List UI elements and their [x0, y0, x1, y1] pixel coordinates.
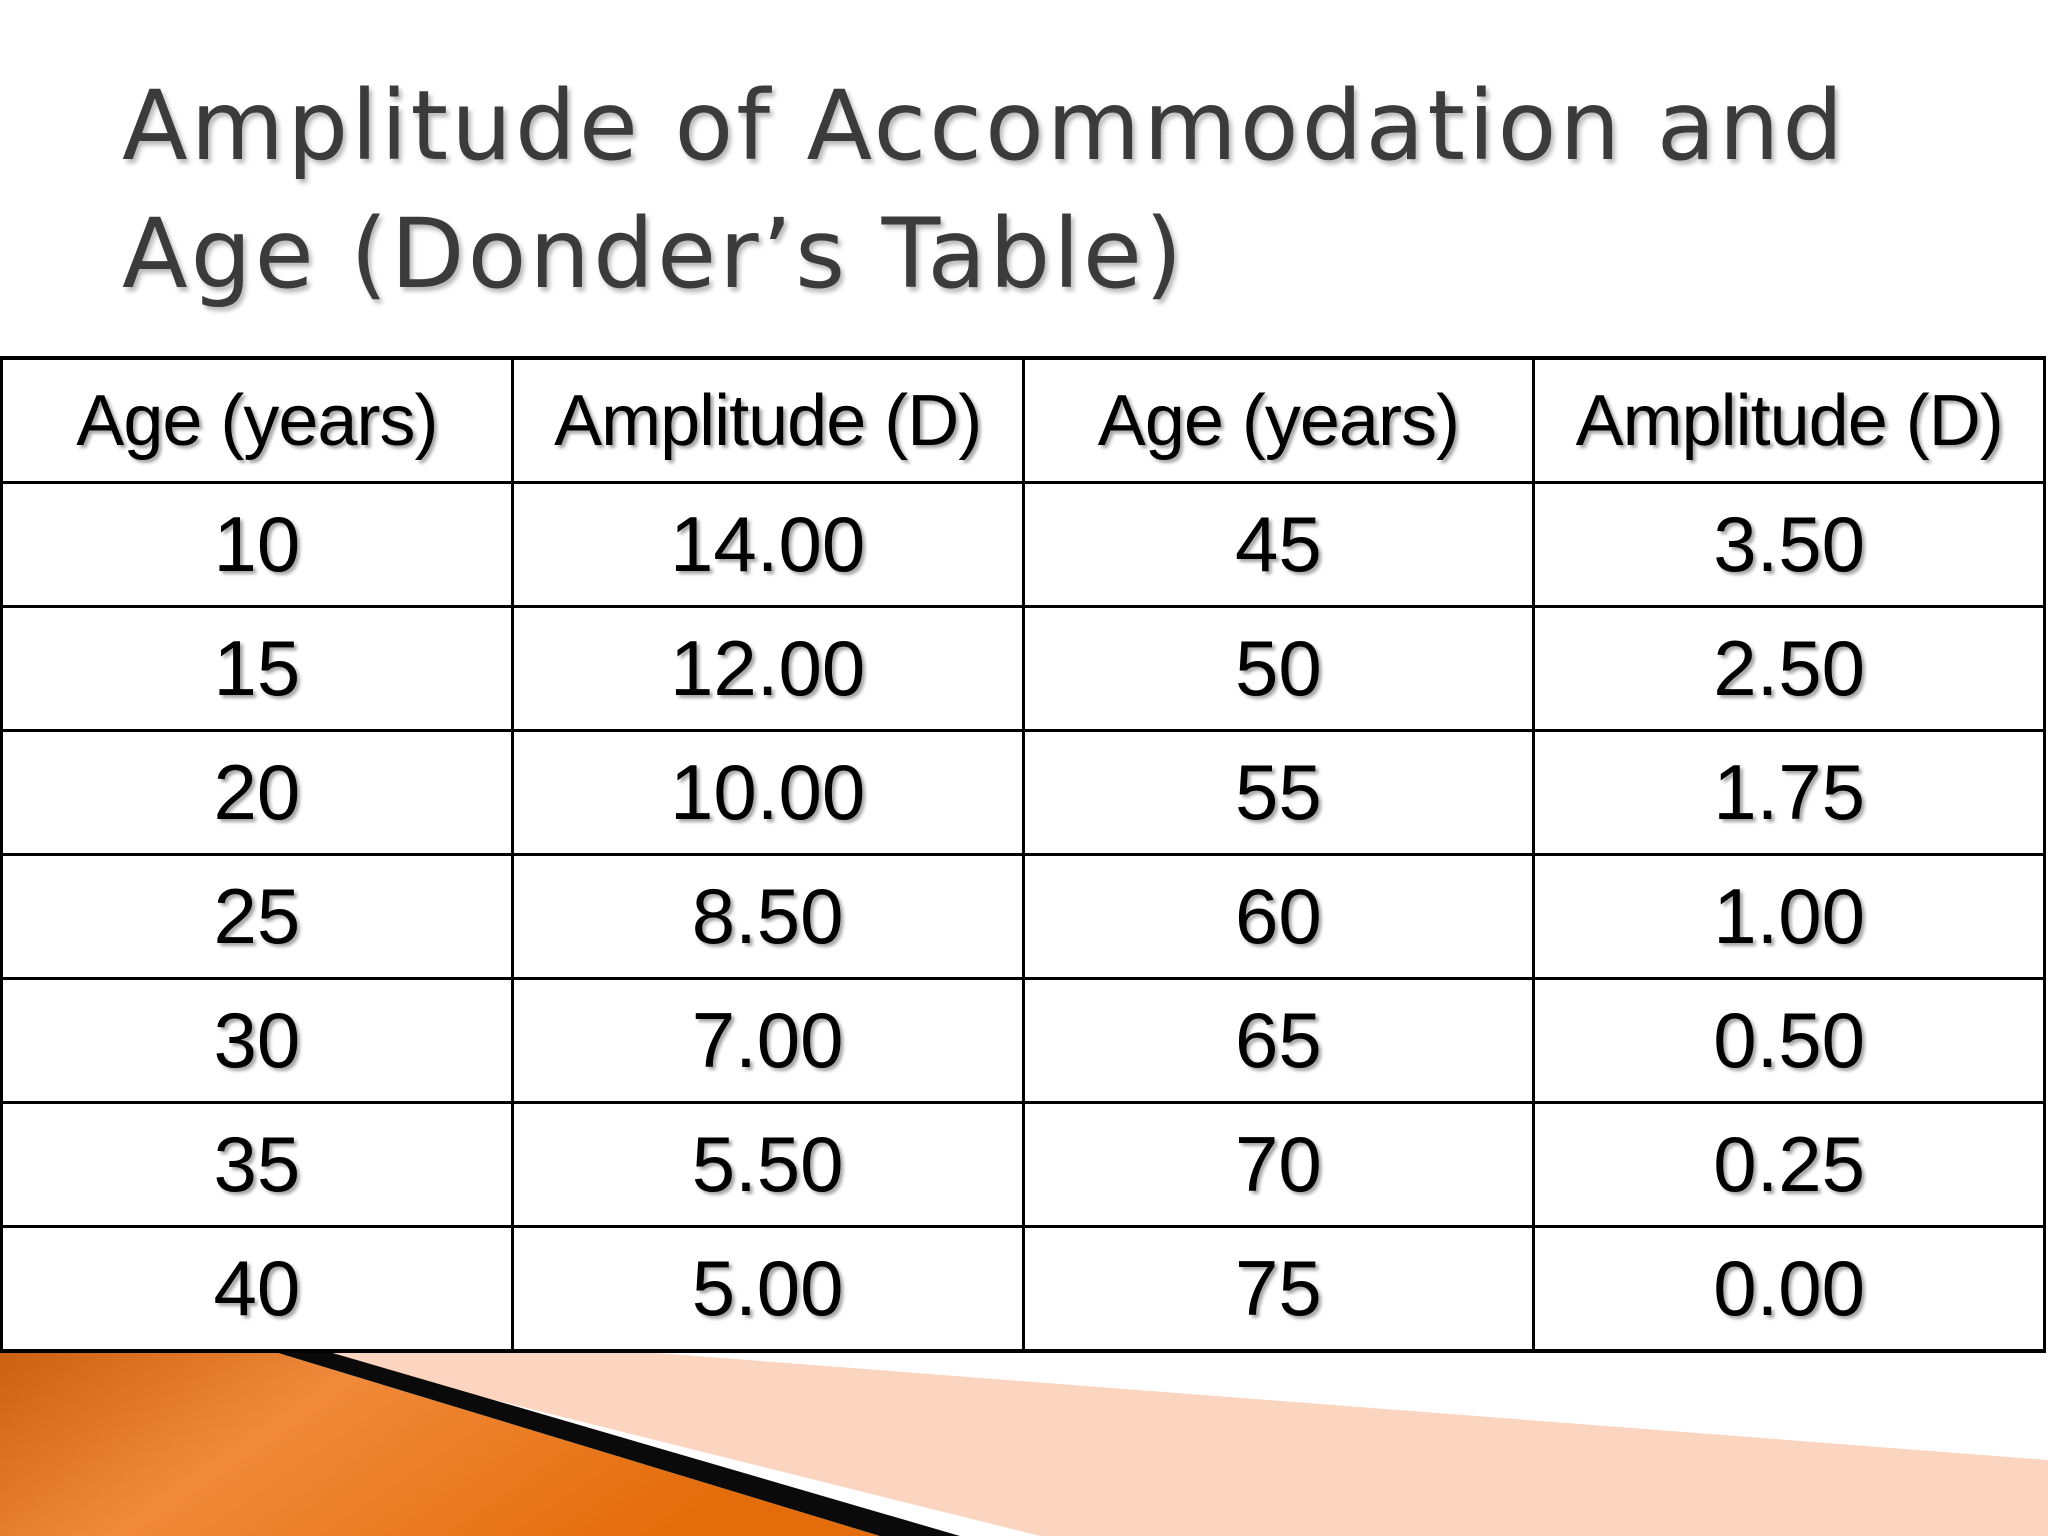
header-age-1: Age (years): [0, 356, 514, 484]
table-row: 40 5.00 75 0.00: [0, 1225, 2046, 1353]
header-amplitude-1: Amplitude (D): [510, 356, 1025, 484]
table-header-row: Age (years) Amplitude (D) Age (years) Am…: [0, 356, 2046, 484]
orange-chevron-decoration: [0, 1296, 2048, 1536]
orange-wedge-shape: [0, 1296, 880, 1536]
table-cell-age: 75: [1021, 1225, 1536, 1353]
table-cell-amplitude: 5.50: [510, 1101, 1025, 1228]
table-cell-amplitude: 10.00: [510, 729, 1025, 856]
table-cell-amplitude: 0.25: [1532, 1101, 2046, 1228]
table-cell-age: 20: [0, 729, 514, 856]
table-cell-amplitude: 0.00: [1532, 1225, 2046, 1353]
slide-title-line-1: Amplitude of Accommodation and: [122, 70, 1847, 182]
table-row: 35 5.50 70 0.25: [0, 1101, 2046, 1228]
table-cell-amplitude: 3.50: [1532, 481, 2046, 608]
table-cell-age: 45: [1021, 481, 1536, 608]
header-amplitude-2: Amplitude (D): [1532, 356, 2046, 484]
black-stripe-shape: [150, 1314, 960, 1536]
table-cell-amplitude: 7.00: [510, 977, 1025, 1104]
table-row: 20 10.00 55 1.75: [0, 729, 2046, 856]
donders-table: Age (years) Amplitude (D) Age (years) Am…: [0, 356, 2046, 1353]
table-cell-age: 10: [0, 481, 514, 608]
table-cell-age: 70: [1021, 1101, 1536, 1228]
table-cell-age: 30: [0, 977, 514, 1104]
table-cell-age: 65: [1021, 977, 1536, 1104]
table-cell-amplitude: 1.00: [1532, 853, 2046, 980]
table-cell-amplitude: 0.50: [1532, 977, 2046, 1104]
peach-band-shape: [150, 1314, 2048, 1536]
table-cell-age: 15: [0, 605, 514, 732]
table-cell-age: 25: [0, 853, 514, 980]
table-cell-amplitude: 1.75: [1532, 729, 2046, 856]
table-row: 30 7.00 65 0.50: [0, 977, 2046, 1104]
table-cell-age: 35: [0, 1101, 514, 1228]
table-cell-amplitude: 5.00: [510, 1225, 1025, 1353]
table-cell-amplitude: 12.00: [510, 605, 1025, 732]
slide-title-line-2: Age (Donder’s Table): [122, 198, 1186, 310]
table-cell-amplitude: 8.50: [510, 853, 1025, 980]
table-row: 15 12.00 50 2.50: [0, 605, 2046, 732]
table-cell-age: 60: [1021, 853, 1536, 980]
table-cell-amplitude: 2.50: [1532, 605, 2046, 732]
table-cell-amplitude: 14.00: [510, 481, 1025, 608]
table-cell-age: 55: [1021, 729, 1536, 856]
slide-title: Amplitude of Accommodation and Age (Dond…: [122, 62, 1922, 318]
donders-table-container: Age (years) Amplitude (D) Age (years) Am…: [0, 356, 2046, 1353]
table-cell-age: 50: [1021, 605, 1536, 732]
header-age-2: Age (years): [1021, 356, 1536, 484]
table-row: 10 14.00 45 3.50: [0, 481, 2046, 608]
table-row: 25 8.50 60 1.00: [0, 853, 2046, 980]
table-cell-age: 40: [0, 1225, 514, 1353]
